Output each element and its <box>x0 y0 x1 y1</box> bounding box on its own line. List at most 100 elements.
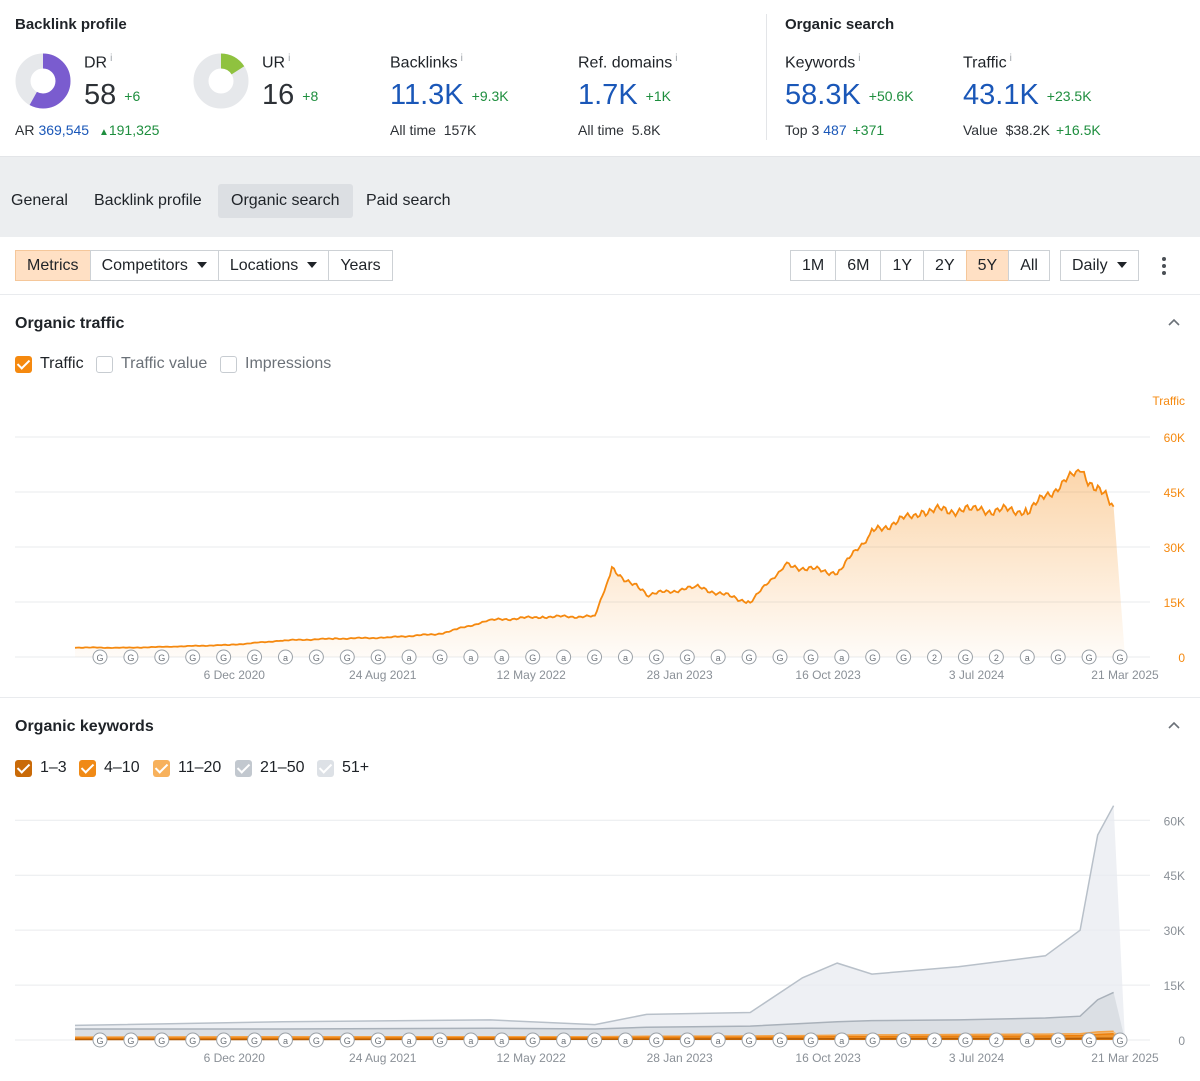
annotation-marker: G <box>370 1032 386 1048</box>
svg-text:G: G <box>127 653 134 663</box>
section-divider <box>0 697 1200 698</box>
locations-dropdown[interactable]: Locations <box>217 250 330 281</box>
kw-4-10-checkbox[interactable]: 4–10 <box>79 759 140 777</box>
info-icon[interactable]: i <box>1009 53 1012 64</box>
ref-domains-label[interactable]: Ref. domains i <box>578 53 678 72</box>
svg-text:a: a <box>623 653 628 663</box>
annotation-marker: G <box>1050 649 1066 665</box>
traffic-checkbox[interactable]: Traffic <box>15 355 84 373</box>
svg-text:G: G <box>776 653 783 663</box>
ar-value[interactable]: 369,545 <box>38 122 90 138</box>
annotation-marker: G <box>803 649 819 665</box>
kw-11-20-checkbox[interactable]: 11–20 <box>153 759 221 777</box>
range-1y-button[interactable]: 1Y <box>880 250 925 281</box>
annotation-marker: G <box>216 649 232 665</box>
range-1m-button[interactable]: 1M <box>790 250 837 281</box>
collapse-chevron-icon[interactable] <box>1167 718 1181 732</box>
dr-donut-chart <box>15 53 71 109</box>
svg-text:G: G <box>591 653 598 663</box>
svg-text:G: G <box>313 1036 320 1046</box>
annotation-marker: a <box>834 649 850 665</box>
annotation-marker: G <box>772 1032 788 1048</box>
svg-text:G: G <box>127 1036 134 1046</box>
range-6m-button[interactable]: 6M <box>835 250 882 281</box>
annotation-marker: G <box>308 1032 324 1048</box>
range-5y-button[interactable]: 5Y <box>965 250 1010 281</box>
competitors-dropdown[interactable]: Competitors <box>89 250 219 281</box>
backlinks-value[interactable]: 11.3K +9.3K <box>390 79 509 111</box>
svg-text:a: a <box>561 653 566 663</box>
svg-text:G: G <box>344 653 351 663</box>
x-tick-label: 21 Mar 2025 <box>1091 668 1159 682</box>
traffic-label[interactable]: Traffic i <box>963 53 1012 72</box>
years-button[interactable]: Years <box>328 250 393 281</box>
y-axis-label: Traffic <box>1152 394 1185 408</box>
caret-down-icon <box>307 262 318 268</box>
info-icon[interactable]: i <box>858 53 861 64</box>
x-tick-label: 28 Jan 2023 <box>647 668 713 682</box>
annotation-marker: G <box>679 1032 695 1048</box>
tab-organic-search[interactable]: Organic search <box>218 184 353 218</box>
ref-domains-value[interactable]: 1.7K +1K <box>578 79 671 111</box>
annotation-marker: G <box>1081 1032 1097 1048</box>
caret-down-icon <box>1116 262 1127 268</box>
info-icon[interactable]: i <box>288 53 291 64</box>
annotation-marker: G <box>92 1032 108 1048</box>
annotation-marker: G <box>123 1032 139 1048</box>
tab-general[interactable]: General <box>11 192 68 209</box>
dr-value: 58 +6 <box>84 79 141 111</box>
ur-label[interactable]: UR i <box>262 53 291 72</box>
metrics-button[interactable]: Metrics <box>15 250 91 281</box>
info-icon[interactable]: i <box>675 53 678 64</box>
svg-text:G: G <box>529 1036 536 1046</box>
impressions-checkbox[interactable]: Impressions <box>220 355 331 373</box>
dr-label[interactable]: DR i <box>84 53 113 72</box>
kw-51-plus-checkbox[interactable]: 51+ <box>317 759 369 777</box>
tab-paid-search[interactable]: Paid search <box>366 192 451 209</box>
kw-1-3-checkbox[interactable]: 1–3 <box>15 759 67 777</box>
svg-text:G: G <box>869 1036 876 1046</box>
svg-text:G: G <box>251 1036 258 1046</box>
svg-text:G: G <box>436 1036 443 1046</box>
tab-backlink-profile[interactable]: Backlink profile <box>94 192 202 209</box>
top3-value[interactable]: 487 <box>823 122 847 138</box>
svg-text:G: G <box>529 653 536 663</box>
svg-text:G: G <box>313 653 320 663</box>
info-icon[interactable]: i <box>110 53 113 64</box>
keywords-value[interactable]: 58.3K +50.6K <box>785 79 914 111</box>
organic-traffic-chart[interactable]: Traffic 60K 45K 30K 15K 0 6 Dec 2020 24 Aug 202… <box>0 385 1200 690</box>
ur-value: 16 +8 <box>262 79 319 111</box>
annotation-marker: G <box>1112 649 1128 665</box>
svg-text:G: G <box>653 1036 660 1046</box>
traffic-value[interactable]: 43.1K +23.5K <box>963 79 1092 111</box>
annotation-marker: 2 <box>988 649 1004 665</box>
keywords-label[interactable]: Keywords i <box>785 53 861 72</box>
range-2y-button[interactable]: 2Y <box>923 250 967 281</box>
checkbox-checked-icon <box>79 759 96 777</box>
keywords-area <box>75 805 1125 1040</box>
svg-text:G: G <box>900 1036 907 1046</box>
traffic-line <box>74 468 1115 649</box>
ar-delta: ▲191,325 <box>98 122 160 138</box>
x-tick-label: 3 Jul 2024 <box>949 1051 1005 1065</box>
annotation-marker: G <box>185 649 201 665</box>
info-icon[interactable]: i <box>460 53 463 64</box>
svg-text:G: G <box>746 1036 753 1046</box>
collapse-chevron-icon[interactable] <box>1167 315 1181 329</box>
x-tick-label: 16 Oct 2023 <box>795 1051 861 1065</box>
organic-keywords-chart[interactable]: 60K 45K 30K 15K 0 6 Dec 2020 24 Aug 2021 12 May… <box>0 790 1200 1075</box>
traffic-value-checkbox[interactable]: Traffic value <box>96 355 207 373</box>
report-tabs: General Backlink profile Organic search … <box>0 157 1200 237</box>
annotation-marker: G <box>1050 1032 1066 1048</box>
y-tick-label: 0 <box>1178 1034 1185 1048</box>
svg-text:G: G <box>375 653 382 663</box>
kw-21-50-checkbox[interactable]: 21–50 <box>235 759 305 777</box>
svg-text:2: 2 <box>932 653 937 663</box>
more-options-icon[interactable] <box>1158 255 1170 277</box>
range-all-button[interactable]: All <box>1008 250 1050 281</box>
x-tick-label: 3 Jul 2024 <box>949 668 1005 682</box>
interval-dropdown[interactable]: Daily <box>1060 250 1139 281</box>
ref-domains-delta: +1K <box>645 88 671 104</box>
organic-traffic-title: Organic traffic <box>15 315 125 332</box>
backlinks-label[interactable]: Backlinks i <box>390 53 463 72</box>
